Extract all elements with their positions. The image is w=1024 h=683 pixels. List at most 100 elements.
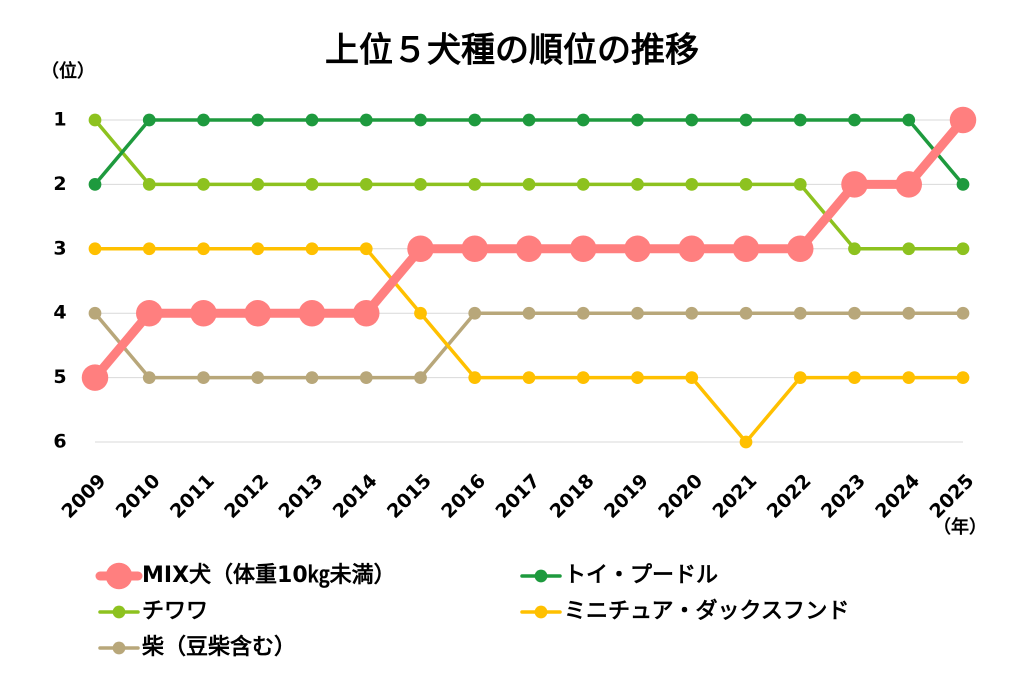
- point: [305, 371, 319, 384]
- legend-label: チワワ: [142, 599, 208, 624]
- point: [685, 306, 699, 320]
- point: [136, 299, 163, 327]
- legend-marker: [534, 605, 548, 619]
- point: [685, 371, 699, 384]
- legend-label: トイ・プードル: [564, 563, 718, 588]
- x-tick-label: 2023: [817, 470, 870, 523]
- chart-title: 上位５犬種の順位の推移: [325, 31, 699, 71]
- point: [739, 435, 753, 449]
- series-line: [93, 118, 965, 186]
- point: [902, 371, 916, 384]
- point: [353, 299, 380, 327]
- point: [841, 171, 868, 198]
- point: [848, 371, 861, 384]
- point: [407, 235, 434, 263]
- point: [197, 113, 210, 127]
- x-tick-label: 2017: [491, 470, 544, 523]
- point: [88, 242, 102, 256]
- y-tick-label: 6: [53, 431, 66, 453]
- point: [576, 178, 590, 191]
- x-tick-label: 2014: [329, 470, 382, 523]
- legend-label: MIX犬（体重10㎏未満）: [142, 562, 396, 589]
- x-tick-label: 2024: [871, 470, 924, 523]
- point: [793, 113, 807, 127]
- point: [576, 113, 590, 127]
- y-tick-label: 5: [53, 366, 66, 388]
- point: [631, 371, 644, 384]
- point: [848, 242, 861, 256]
- point: [251, 242, 265, 256]
- series-line: [93, 311, 963, 380]
- point: [848, 306, 861, 320]
- point: [305, 113, 319, 127]
- series-line: [95, 247, 963, 444]
- point: [244, 299, 271, 327]
- point: [305, 242, 319, 256]
- x-tick-label: 2022: [763, 470, 816, 523]
- x-tick-label: 2010: [112, 470, 165, 523]
- point: [468, 306, 482, 320]
- point: [631, 178, 644, 191]
- point: [739, 306, 753, 320]
- point: [359, 242, 373, 256]
- point: [631, 306, 644, 320]
- x-tick-label: 2015: [383, 470, 436, 523]
- y-tick-label: 2: [53, 173, 66, 195]
- point: [88, 113, 102, 127]
- point: [305, 178, 319, 191]
- x-axis-label: （年）: [933, 516, 987, 538]
- point: [678, 235, 705, 263]
- legend-label: ミニチュア・ダックスフンド: [564, 598, 849, 624]
- legend-label: 柴（豆柴含む）: [141, 634, 296, 660]
- legend-marker: [534, 569, 548, 583]
- legend-marker: [112, 605, 126, 619]
- x-tick-label: 2013: [274, 470, 327, 523]
- x-tick-label: 2020: [654, 470, 707, 523]
- point: [956, 242, 970, 256]
- point: [359, 178, 373, 191]
- point: [522, 371, 536, 384]
- point: [190, 299, 217, 327]
- point: [142, 242, 156, 256]
- point: [793, 306, 807, 320]
- y-tick-label: 1: [53, 109, 66, 131]
- point: [522, 306, 536, 320]
- point: [468, 178, 482, 191]
- point: [468, 371, 482, 384]
- point: [142, 113, 156, 127]
- point: [956, 178, 970, 191]
- point: [81, 364, 109, 391]
- legend-marker: [105, 562, 133, 590]
- point: [956, 306, 970, 320]
- x-tick-label: 2012: [220, 470, 273, 523]
- point: [414, 178, 427, 191]
- point: [902, 242, 916, 256]
- point: [522, 113, 536, 127]
- point: [685, 113, 699, 127]
- point: [522, 178, 536, 191]
- x-tick-label: 2011: [166, 470, 219, 523]
- point: [251, 178, 265, 191]
- x-tick-label: 2021: [708, 470, 761, 523]
- x-tick-label: 2025: [925, 470, 978, 523]
- point: [739, 113, 753, 127]
- x-tick-label: 2018: [546, 470, 599, 523]
- x-tick-label: 2016: [437, 470, 490, 523]
- point: [251, 371, 265, 384]
- legend-marker: [112, 641, 126, 655]
- point: [414, 371, 427, 384]
- point: [793, 178, 807, 191]
- point: [251, 113, 265, 127]
- point: [142, 371, 156, 384]
- point: [685, 178, 699, 191]
- point: [197, 371, 210, 384]
- point: [197, 242, 210, 256]
- y-tick-label: 4: [53, 302, 66, 324]
- point: [739, 178, 753, 191]
- point: [732, 235, 760, 263]
- point: [359, 371, 373, 384]
- point: [949, 106, 977, 134]
- point: [142, 178, 156, 191]
- point: [88, 178, 102, 191]
